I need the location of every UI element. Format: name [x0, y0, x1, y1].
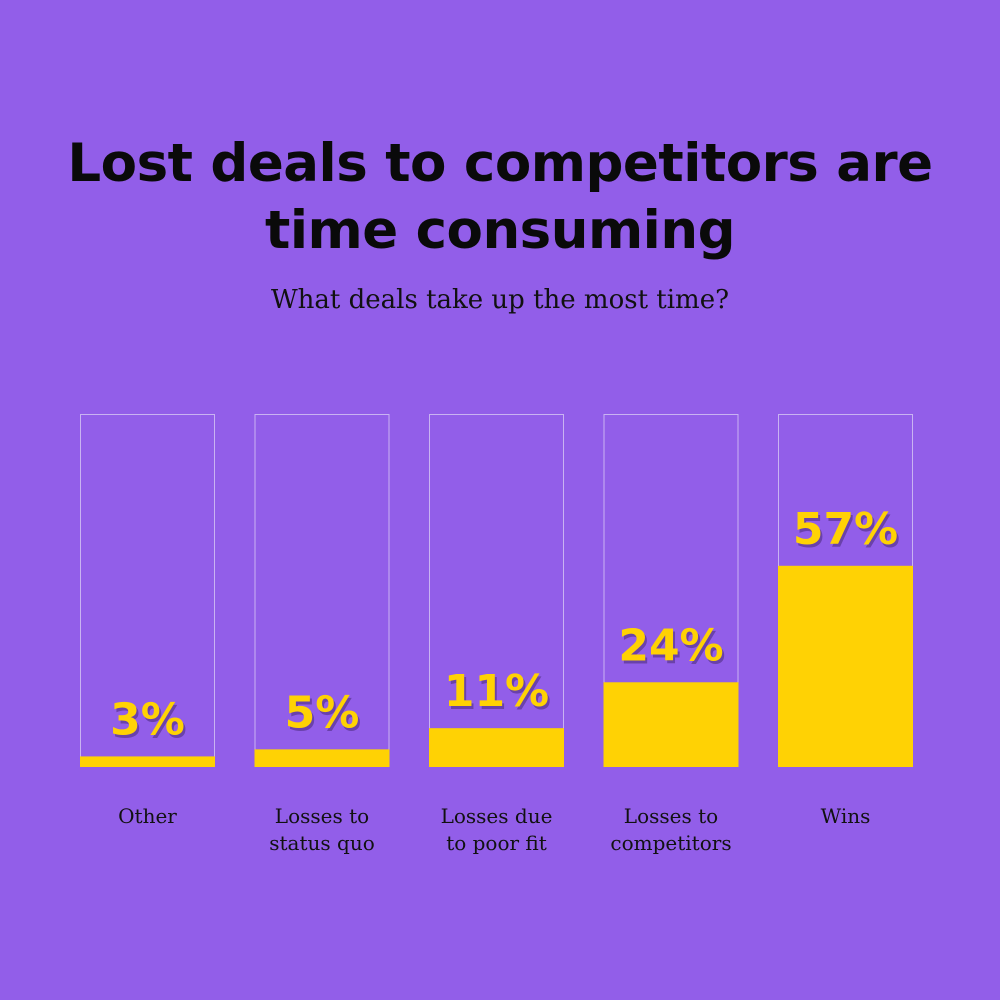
data-label: 24%: [618, 620, 723, 671]
category-label: Wins: [821, 804, 871, 828]
data-label-shadow: 5%: [287, 690, 362, 741]
data-label-shadow: 57%: [795, 507, 900, 558]
category-label: Other: [118, 804, 177, 828]
data-label-shadow: 24%: [620, 623, 725, 674]
category-label: Losses to: [275, 804, 369, 828]
bar: [603, 682, 739, 767]
bar: [778, 565, 913, 767]
bar: [80, 756, 215, 767]
bar: [254, 749, 390, 767]
category-label: to poor fit: [446, 831, 547, 855]
data-label: 57%: [793, 504, 898, 555]
data-label-shadow: 3%: [112, 697, 187, 748]
chart-title: Lost deals to competitors are time consu…: [67, 133, 933, 261]
data-label: 5%: [285, 687, 360, 738]
chart-subtitle: What deals take up the most time?: [270, 285, 730, 315]
data-label: 3%: [110, 694, 185, 745]
category-label: status quo: [269, 831, 375, 855]
category-label: Losses due: [441, 804, 553, 828]
data-label-shadow: 11%: [446, 669, 551, 720]
category-label: Losses to: [624, 804, 718, 828]
data-label: 11%: [444, 666, 549, 717]
bar: [429, 728, 564, 767]
category-label: competitors: [610, 831, 731, 855]
